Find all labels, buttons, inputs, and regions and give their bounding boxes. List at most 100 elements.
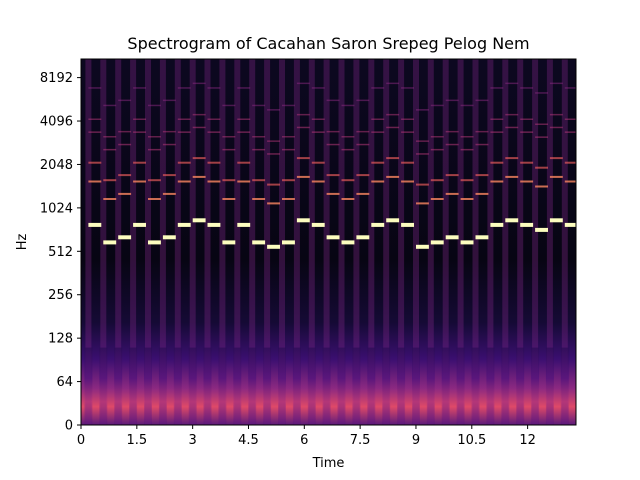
y-axis: 0 64 128 256 512 1024 2048 4096 8192 (40, 71, 81, 434)
note-harmonic (549, 157, 563, 160)
note-harmonic (103, 179, 117, 182)
low-band-stripe (456, 347, 465, 425)
note-harmonic (416, 153, 429, 155)
note-harmonic (148, 198, 161, 200)
note-harmonic (296, 82, 310, 85)
note-harmonic (520, 131, 534, 133)
note-fundamental (118, 235, 132, 240)
low-band-stripe (263, 347, 272, 425)
note-harmonic (237, 87, 251, 89)
note-harmonic (207, 131, 221, 133)
note-harmonic (430, 104, 444, 107)
note-harmonic (371, 180, 385, 183)
onset-column (472, 59, 479, 425)
x-axis: 0 1.5 3 4.5 6 7.5 9 10.5 12 (77, 425, 536, 448)
x-tick-label: 3 (189, 433, 197, 448)
note-harmonic (520, 161, 534, 164)
note-harmonic (237, 131, 251, 133)
low-band-stripe (203, 347, 212, 425)
note-harmonic (549, 175, 563, 178)
note-harmonic (430, 198, 444, 200)
low-band-stripe (486, 347, 495, 425)
y-tick-label: 2048 (40, 158, 73, 173)
note-harmonic (103, 136, 117, 138)
note-harmonic (505, 175, 519, 178)
onset-column (502, 59, 509, 425)
note-harmonic (118, 192, 132, 195)
onset-column (85, 59, 92, 425)
note-harmonic (535, 136, 548, 138)
low-band-stripe (337, 347, 346, 425)
note-harmonic (252, 179, 266, 182)
x-tick-label: 6 (300, 433, 308, 448)
note-harmonic (162, 174, 176, 177)
note-harmonic (162, 143, 176, 146)
note-harmonic (133, 180, 146, 183)
low-band-stripe (307, 347, 316, 425)
onset-column (204, 59, 211, 425)
note-fundamental (535, 227, 548, 232)
low-band-stripe (352, 347, 361, 425)
note-harmonic (401, 161, 414, 164)
note-harmonic (460, 179, 474, 182)
note-fundamental (520, 222, 534, 227)
note-harmonic (341, 148, 355, 151)
note-harmonic (356, 143, 370, 146)
note-harmonic (535, 166, 548, 169)
x-tick-label: 12 (519, 433, 536, 448)
low-band-stripe (218, 347, 227, 425)
note-harmonic (520, 180, 534, 183)
low-band-stripe (441, 347, 450, 425)
low-band-stripe (516, 347, 525, 425)
note-harmonic (118, 174, 132, 177)
y-tick-label: 4096 (40, 115, 73, 130)
note-harmonic (252, 104, 266, 107)
low-band-stripe (545, 347, 554, 425)
note-fundamental (267, 244, 280, 249)
note-harmonic (475, 192, 489, 195)
note-harmonic (282, 198, 295, 200)
note-fundamental (490, 222, 504, 227)
chart-title: Spectrogram of Cacahan Saron Srepeg Pelo… (127, 34, 529, 53)
note-harmonic (311, 87, 325, 89)
note-fundamental (148, 240, 161, 245)
note-harmonic (341, 198, 355, 200)
onset-column (323, 59, 330, 425)
note-harmonic (237, 118, 251, 120)
note-harmonic (267, 109, 280, 111)
note-harmonic (401, 180, 414, 183)
y-tick-label: 0 (65, 419, 73, 434)
note-harmonic (460, 104, 474, 107)
note-harmonic (103, 104, 117, 107)
low-band-stripe (322, 347, 331, 425)
x-tick-label: 9 (412, 433, 420, 448)
note-harmonic (475, 99, 489, 102)
note-harmonic (401, 87, 414, 89)
onset-column (130, 59, 137, 425)
note-harmonic (133, 118, 146, 120)
note-harmonic (311, 118, 325, 120)
note-harmonic (118, 130, 132, 133)
note-harmonic (103, 198, 117, 200)
low-band-stripe (531, 347, 540, 425)
note-harmonic (192, 157, 206, 160)
note-harmonic (416, 140, 429, 142)
note-fundamental (133, 222, 146, 227)
low-band-stripe (292, 347, 301, 425)
note-harmonic (445, 174, 459, 177)
note-harmonic (148, 104, 161, 107)
note-harmonic (177, 118, 191, 120)
note-harmonic (222, 198, 236, 200)
onset-column (368, 59, 375, 425)
note-harmonic (356, 192, 370, 195)
note-harmonic (222, 179, 236, 182)
note-harmonic (192, 113, 206, 116)
spectrogram-layer (84, 59, 576, 425)
onset-column (532, 59, 539, 425)
onset-column (115, 59, 122, 425)
low-band-stripe (158, 347, 167, 425)
note-harmonic (430, 136, 444, 138)
note-harmonic (475, 143, 489, 146)
note-harmonic (341, 136, 355, 138)
